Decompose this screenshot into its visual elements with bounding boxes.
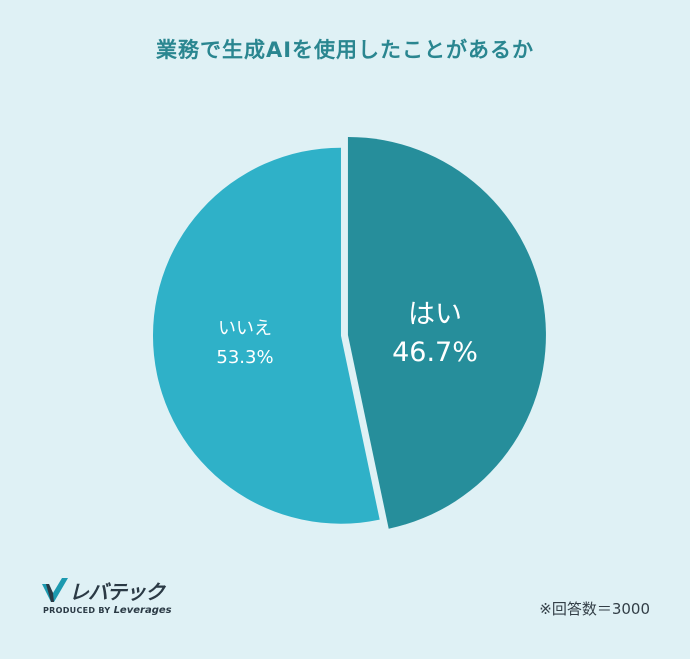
- chart-title: 業務で生成AIを使用したことがあるか: [155, 38, 535, 62]
- pie-slice-yes: [347, 136, 546, 529]
- logo-sub-prefix: PRODUCED BY: [43, 606, 114, 615]
- logo-subtitle: PRODUCED BY Leverages: [43, 605, 172, 616]
- slice-label-yes: はい 46.7%: [370, 296, 500, 372]
- pie-slice-no: [152, 147, 380, 524]
- slice-no-category: いいえ: [218, 318, 272, 339]
- slice-yes-value: 46.7%: [392, 337, 478, 368]
- slice-label-no: いいえ 53.3%: [180, 314, 310, 372]
- slice-yes-category: はい: [408, 299, 462, 330]
- logo-wordmark: レバテック: [69, 580, 165, 604]
- slice-no-value: 53.3%: [216, 347, 274, 368]
- response-count-note: ※回答数＝3000: [539, 600, 650, 618]
- logo-sub-brand: Leverages: [113, 605, 172, 616]
- checkmark-logo-icon: [42, 578, 68, 602]
- levtech-logo: レバテック PRODUCED BY Leverages: [42, 578, 202, 622]
